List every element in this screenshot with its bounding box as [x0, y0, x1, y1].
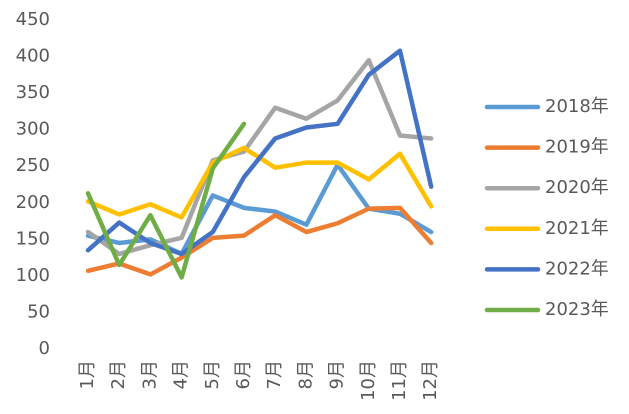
x-tick-label: 7月 — [264, 360, 285, 389]
x-tick-label: 6月 — [233, 360, 254, 389]
series-line — [85, 121, 247, 280]
x-tick-label: 3月 — [139, 360, 160, 389]
x-tick-label: 11月 — [389, 360, 410, 401]
series-line — [85, 205, 434, 277]
x-tick-label: 8月 — [295, 360, 316, 389]
x-tick-label: 1月 — [77, 360, 98, 389]
x-tick-label: 4月 — [171, 360, 192, 389]
legend-label: 2019年 — [545, 137, 609, 158]
x-tick-label: 2月 — [108, 360, 129, 389]
y-tick-label: 50 — [27, 301, 50, 322]
y-tick-label: 400 — [16, 46, 50, 67]
y-tick-label: 250 — [16, 155, 50, 176]
legend-label: 2021年 — [545, 218, 609, 239]
legend-label: 2022年 — [545, 258, 609, 279]
legend-label: 2023年 — [545, 299, 609, 320]
y-tick-label: 300 — [16, 119, 50, 140]
x-tick-label: 5月 — [202, 360, 223, 389]
y-tick-label: 150 — [16, 228, 50, 249]
x-tick-label: 10月 — [358, 360, 379, 401]
legend-label: 2018年 — [545, 96, 609, 117]
y-tick-label: 450 — [16, 9, 50, 30]
legend-label: 2020年 — [545, 177, 609, 198]
y-tick-label: 100 — [16, 265, 50, 286]
y-tick-label: 200 — [16, 192, 50, 213]
y-tick-label: 350 — [16, 82, 50, 103]
y-tick-label: 0 — [39, 338, 50, 359]
series-line — [85, 48, 434, 257]
x-tick-label: 12月 — [420, 360, 441, 401]
x-tick-label: 9月 — [327, 360, 348, 389]
